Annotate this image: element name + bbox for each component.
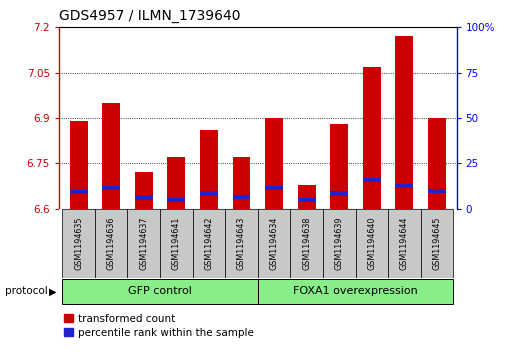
Text: protocol: protocol xyxy=(5,286,48,296)
Text: GSM1194638: GSM1194638 xyxy=(302,216,311,270)
Text: GSM1194644: GSM1194644 xyxy=(400,216,409,270)
Bar xyxy=(62,279,258,303)
Bar xyxy=(363,178,381,182)
Bar xyxy=(428,118,446,209)
Bar xyxy=(323,209,356,278)
Bar xyxy=(396,184,413,188)
Text: ▶: ▶ xyxy=(49,286,56,296)
Text: GSM1194634: GSM1194634 xyxy=(269,216,279,270)
Text: GSM1194642: GSM1194642 xyxy=(204,216,213,270)
Bar xyxy=(265,186,283,190)
Text: GSM1194637: GSM1194637 xyxy=(139,216,148,270)
Bar xyxy=(102,186,120,190)
Bar xyxy=(265,118,283,209)
Bar xyxy=(258,279,453,303)
Bar xyxy=(167,197,185,202)
Text: GDS4957 / ILMN_1739640: GDS4957 / ILMN_1739640 xyxy=(59,9,241,24)
Text: GSM1194635: GSM1194635 xyxy=(74,216,83,270)
Text: FOXA1 overexpression: FOXA1 overexpression xyxy=(293,286,418,296)
Bar xyxy=(95,209,127,278)
Bar xyxy=(160,209,192,278)
Bar xyxy=(62,209,95,278)
Legend: transformed count, percentile rank within the sample: transformed count, percentile rank withi… xyxy=(64,314,253,338)
Bar xyxy=(428,189,446,193)
Bar xyxy=(298,198,315,202)
Text: GSM1194636: GSM1194636 xyxy=(107,216,115,270)
Bar xyxy=(388,209,421,278)
Bar xyxy=(102,103,120,209)
Bar xyxy=(232,195,250,199)
Bar xyxy=(258,209,290,278)
Bar xyxy=(232,157,250,209)
Bar xyxy=(356,209,388,278)
Bar xyxy=(192,209,225,278)
Bar xyxy=(330,124,348,209)
Bar xyxy=(200,130,218,209)
Bar xyxy=(421,209,453,278)
Bar xyxy=(363,66,381,209)
Bar xyxy=(70,190,88,194)
Bar xyxy=(396,36,413,209)
Bar xyxy=(167,157,185,209)
Text: GFP control: GFP control xyxy=(128,286,192,296)
Bar xyxy=(135,172,153,209)
Text: GSM1194640: GSM1194640 xyxy=(367,216,377,270)
Text: GSM1194643: GSM1194643 xyxy=(237,216,246,270)
Text: GSM1194639: GSM1194639 xyxy=(335,216,344,270)
Bar xyxy=(330,191,348,196)
Bar xyxy=(298,184,315,209)
Bar xyxy=(200,191,218,196)
Bar xyxy=(127,209,160,278)
Bar xyxy=(135,195,153,200)
Bar xyxy=(290,209,323,278)
Bar xyxy=(70,121,88,209)
Bar xyxy=(225,209,258,278)
Text: GSM1194645: GSM1194645 xyxy=(432,216,442,270)
Text: GSM1194641: GSM1194641 xyxy=(172,216,181,270)
